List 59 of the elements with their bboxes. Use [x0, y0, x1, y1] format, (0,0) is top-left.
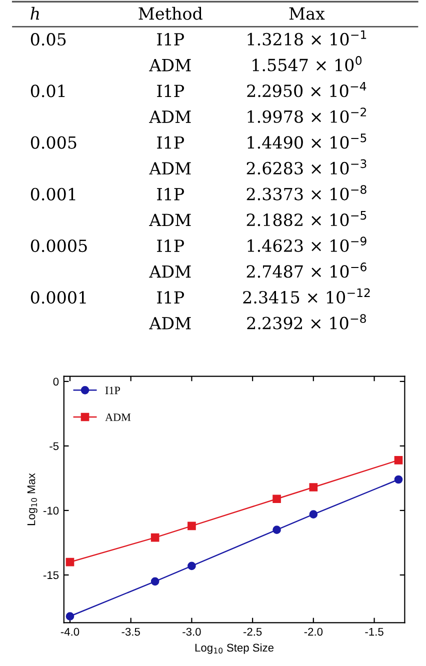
x-tick-label: -3.5: [122, 628, 140, 636]
y-tick-label: -15: [43, 571, 59, 580]
text: 1.5547 × 10$^{0}$: [252, 56, 362, 72]
y-tick-label: -10: [43, 506, 59, 515]
point: [272, 526, 281, 534]
text: 2.3415 × 10$^{−12}$: [243, 288, 370, 304]
text: I1P: [157, 84, 184, 98]
text: ADM: [149, 317, 191, 330]
point: [272, 494, 281, 504]
point: [309, 510, 318, 519]
point: [66, 612, 74, 620]
text: Method: [138, 6, 202, 20]
point: [150, 533, 160, 542]
point: [188, 562, 196, 570]
text: I1P: [157, 188, 184, 200]
text: 2.6283 × 10$^{−3}$: [246, 159, 366, 175]
text: I1P: [157, 239, 184, 252]
text: ADM: [149, 266, 191, 278]
point: [394, 475, 403, 484]
text: 1.4490 × 10$^{−5}$: [248, 134, 366, 149]
text: 2.7487 × 10$^{−6}$: [246, 262, 366, 278]
point: [394, 456, 403, 464]
x-tick-label: -2.5: [243, 628, 262, 636]
text: 0.05: [30, 33, 66, 46]
text: ADM: [149, 162, 191, 174]
text: 0.001: [30, 188, 76, 200]
point: [66, 558, 74, 566]
text: ADM: [149, 59, 191, 72]
point: [188, 522, 196, 530]
text: 1.9978 × 10$^{−2}$: [248, 108, 366, 123]
text: 2.2392 × 10$^{−8}$: [247, 314, 366, 330]
text: 2.1882 × 10$^{−5}$: [246, 211, 366, 226]
legend-label: ADM: [105, 414, 131, 421]
text: 0.0001: [30, 291, 86, 304]
y-axis-title: Log$_{10}$ Max: [27, 473, 38, 526]
text: ADM: [149, 110, 191, 123]
text: Max: [289, 7, 325, 20]
point: [150, 577, 160, 586]
text: 1.4623 × 10$^{−9}$: [248, 236, 366, 252]
x-tick-label: -1.5: [365, 628, 384, 636]
x-tick-label: -2.0: [304, 628, 323, 636]
text: 1.3218 × 10$^{−1}$: [248, 30, 366, 46]
text: 2.3373 × 10$^{−8}$: [246, 185, 366, 200]
point: [309, 483, 318, 492]
text: h: [30, 6, 40, 20]
x-axis-title: Log$_{10}$ Step Size: [195, 643, 274, 654]
text: I1P: [157, 136, 184, 149]
text: I1P: [157, 291, 184, 304]
x-tick-label: -3.0: [182, 628, 201, 636]
text: 0.005: [30, 136, 76, 149]
legend-label: I1P: [105, 386, 120, 394]
text: 0.0005: [30, 239, 87, 252]
text: 2.2950 × 10$^{−4}$: [247, 82, 366, 98]
x-tick-label: -4.0: [60, 628, 80, 636]
y-tick-label: 0: [53, 378, 59, 386]
text: ADM: [149, 214, 191, 226]
text: I1P: [157, 33, 184, 46]
text: 0.01: [30, 84, 65, 98]
y-tick-label: -5: [50, 442, 59, 450]
